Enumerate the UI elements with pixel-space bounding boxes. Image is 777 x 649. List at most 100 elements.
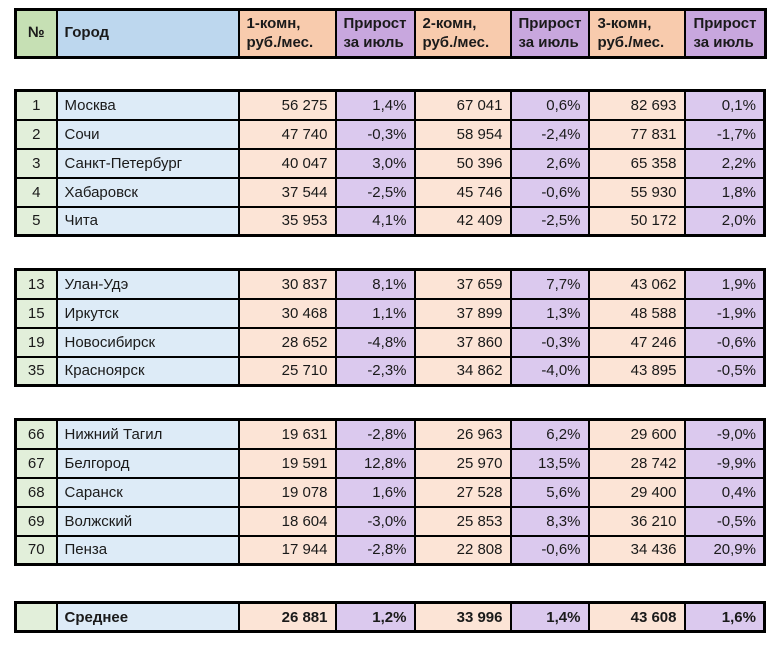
city-cell: Белгород (55, 447, 240, 479)
price-3room-cell: 43 895 (587, 355, 686, 387)
price-2room-cell: 34 862 (413, 355, 512, 387)
price-3room-cell: 48 588 (587, 297, 686, 329)
price-2room-cell: 37 899 (413, 297, 512, 329)
price-2room-cell: 45 746 (413, 176, 512, 208)
header-growth-2room: Прирост за июль (509, 8, 591, 59)
rank-cell: 4 (14, 176, 58, 208)
growth-3room-cell: 1,6% (683, 601, 766, 633)
growth-3room-cell: 1,9% (683, 268, 766, 300)
price-3room-cell: 65 358 (587, 147, 686, 179)
table-row: 15 Иркутск 30 468 1,1% 37 899 1,3% 48 588 -1,9% (14, 297, 766, 329)
rank-cell: 66 (14, 418, 58, 450)
table-row: 1 Москва 56 275 1,4% 67 041 0,6% 82 693 0,1% (14, 89, 766, 121)
growth-3room-cell: 2,0% (683, 205, 766, 237)
growth-1room-cell: -0,3% (334, 118, 416, 150)
price-1room-cell: 56 275 (237, 89, 337, 121)
growth-2room-cell: -0,6% (509, 534, 590, 566)
growth-3room-cell: -9,0% (683, 418, 766, 450)
rank-cell: 2 (14, 118, 58, 150)
table-row: 35 Красноярск 25 710 -2,3% 34 862 -4,0% 43 895… (14, 355, 766, 387)
table-row: 67 Белгород 19 591 12,8% 25 970 13,5% 28 742 -9… (14, 447, 766, 479)
price-1room-cell: 17 944 (237, 534, 337, 566)
growth-2room-cell: -4,0% (509, 355, 590, 387)
price-3room-cell: 50 172 (587, 205, 686, 237)
price-1room-cell: 47 740 (237, 118, 337, 150)
price-1room-cell: 19 591 (237, 447, 337, 479)
header-row: № Город 1-комн, руб./мес. Прирост за июл… (14, 8, 767, 59)
price-3room-cell: 47 246 (587, 326, 686, 358)
header-table: № Город 1-комн, руб./мес. Прирост за июл… (14, 8, 767, 59)
growth-3room-cell: -9,9% (683, 447, 766, 479)
growth-2room-cell: 1,3% (509, 297, 590, 329)
growth-1room-cell: 1,6% (334, 476, 416, 508)
growth-3room-cell: -1,7% (683, 118, 766, 150)
growth-3room-cell: -1,9% (683, 297, 766, 329)
header-price-3room: 3-комн, руб./мес. (588, 8, 687, 59)
city-cell: Среднее (55, 601, 240, 633)
city-cell: Волжский (55, 505, 240, 537)
table-row: 69 Волжский 18 604 -3,0% 25 853 8,3% 36 210 -0,… (14, 505, 766, 537)
price-3room-cell: 43 608 (587, 601, 686, 633)
price-2room-cell: 50 396 (413, 147, 512, 179)
growth-2room-cell: 5,6% (509, 476, 590, 508)
city-cell: Чита (55, 205, 240, 237)
header-growth-3room: Прирост за июль (684, 8, 767, 59)
price-1room-cell: 30 837 (237, 268, 337, 300)
price-1room-cell: 40 047 (237, 147, 337, 179)
price-2room-cell: 37 860 (413, 326, 512, 358)
table-row: 70 Пенза 17 944 -2,8% 22 808 -0,6% 34 436 20,9% (14, 534, 766, 566)
table-row: 2 Сочи 47 740 -0,3% 58 954 -2,4% 77 831 -1,7% (14, 118, 766, 150)
growth-2room-cell: -2,4% (509, 118, 590, 150)
price-1room-cell: 37 544 (237, 176, 337, 208)
rank-cell: 68 (14, 476, 58, 508)
city-cell: Саранск (55, 476, 240, 508)
growth-2room-cell: 0,6% (509, 89, 590, 121)
growth-1room-cell: 1,1% (334, 297, 416, 329)
price-2room-cell: 42 409 (413, 205, 512, 237)
city-cell: Сочи (55, 118, 240, 150)
rank-cell: 13 (14, 268, 58, 300)
growth-3room-cell: -0,6% (683, 326, 766, 358)
growth-1room-cell: 12,8% (334, 447, 416, 479)
average-row-table: Среднее 26 881 1,2% 33 996 1,4% 43 608 1,6% (14, 601, 766, 633)
price-1room-cell: 18 604 (237, 505, 337, 537)
city-cell: Пенза (55, 534, 240, 566)
growth-3room-cell: -0,5% (683, 355, 766, 387)
growth-3room-cell: -0,5% (683, 505, 766, 537)
city-cell: Санкт-Петербург (55, 147, 240, 179)
price-3room-cell: 29 600 (587, 418, 686, 450)
city-block-top: 1 Москва 56 275 1,4% 67 041 0,6% 82 693 0,1% 2 Со… (14, 89, 766, 237)
table-row: Среднее 26 881 1,2% 33 996 1,4% 43 608 1,6% (14, 601, 766, 633)
table-row: 13 Улан-Удэ 30 837 8,1% 37 659 7,7% 43 062 1,9% (14, 268, 766, 300)
city-cell: Красноярск (55, 355, 240, 387)
growth-2room-cell: 7,7% (509, 268, 590, 300)
price-1room-cell: 25 710 (237, 355, 337, 387)
price-3room-cell: 34 436 (587, 534, 686, 566)
growth-2room-cell: -0,6% (509, 176, 590, 208)
growth-2room-cell: -2,5% (509, 205, 590, 237)
growth-2room-cell: 8,3% (509, 505, 590, 537)
price-2room-cell: 25 970 (413, 447, 512, 479)
header-growth-1room: Прирост за июль (334, 8, 416, 59)
table-row: 3 Санкт-Петербург 40 047 3,0% 50 396 2,6% 65 3… (14, 147, 766, 179)
price-1room-cell: 19 631 (237, 418, 337, 450)
growth-2room-cell: -0,3% (509, 326, 590, 358)
price-3room-cell: 77 831 (587, 118, 686, 150)
growth-3room-cell: 1,8% (683, 176, 766, 208)
rank-cell: 67 (14, 447, 58, 479)
growth-2room-cell: 13,5% (509, 447, 590, 479)
rank-cell: 3 (14, 147, 58, 179)
table-row: 68 Саранск 19 078 1,6% 27 528 5,6% 29 400 0,4% (14, 476, 766, 508)
price-1room-cell: 35 953 (237, 205, 337, 237)
price-1room-cell: 19 078 (237, 476, 337, 508)
city-cell: Новосибирск (55, 326, 240, 358)
table-row: 66 Нижний Тагил 19 631 -2,8% 26 963 6,2% 29 60… (14, 418, 766, 450)
growth-3room-cell: 20,9% (683, 534, 766, 566)
city-cell: Нижний Тагил (55, 418, 240, 450)
rank-cell: 35 (14, 355, 58, 387)
price-3room-cell: 29 400 (587, 476, 686, 508)
price-2room-cell: 27 528 (413, 476, 512, 508)
header-city: Город (55, 8, 240, 59)
rank-cell: 69 (14, 505, 58, 537)
